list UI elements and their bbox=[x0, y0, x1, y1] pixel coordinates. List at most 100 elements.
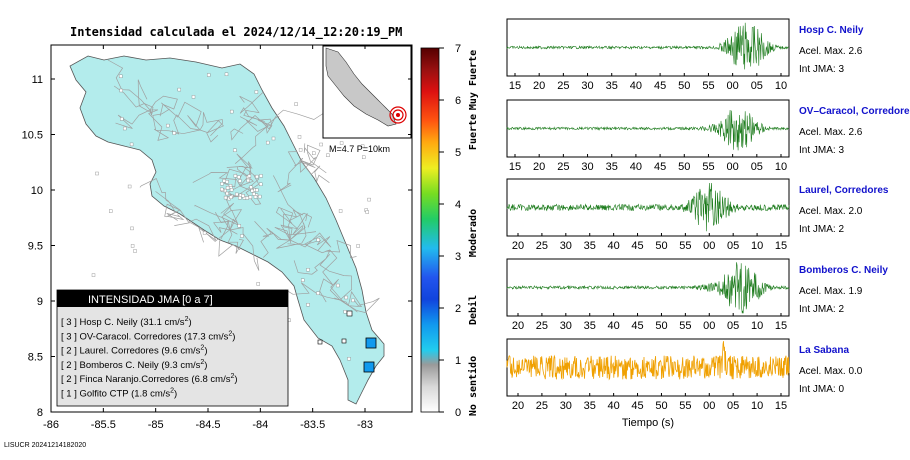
colorbar-gradient bbox=[420, 47, 440, 413]
road-segment bbox=[260, 227, 291, 258]
station-marker-naranjo[interactable] bbox=[317, 339, 323, 345]
waveform-trace bbox=[506, 182, 790, 232]
road-segment bbox=[115, 109, 151, 129]
seismic-station-dot bbox=[356, 244, 360, 248]
seismic-station-dot bbox=[122, 126, 127, 131]
trace-tick-label: 10 bbox=[751, 240, 763, 252]
inset-land bbox=[325, 47, 397, 127]
seismic-station-dot bbox=[225, 185, 230, 190]
legend-item-close: ) bbox=[188, 317, 191, 328]
trace-tick-label: 30 bbox=[560, 320, 572, 332]
map-y-tick-label: 9 bbox=[37, 296, 43, 308]
seismic-station-dot bbox=[250, 188, 255, 193]
trace-tick-label: 20 bbox=[533, 161, 545, 173]
road-segment bbox=[230, 115, 261, 141]
seismic-station-dot bbox=[255, 174, 259, 179]
road-segment bbox=[155, 191, 181, 218]
trace-tick-label: 30 bbox=[560, 400, 572, 412]
trace-acel-max: Acel. Max. 2.6 bbox=[799, 46, 863, 57]
seismic-station-dot bbox=[219, 187, 224, 192]
road-segment bbox=[304, 236, 331, 254]
trace-tick-label: 45 bbox=[631, 320, 643, 332]
trace-int-jma: Int JMA: 3 bbox=[799, 64, 844, 75]
road-segment bbox=[139, 178, 181, 211]
trace-tick-label: 35 bbox=[584, 320, 596, 332]
trace-tick-label: 15 bbox=[509, 161, 521, 173]
seismic-station-dot bbox=[249, 185, 253, 190]
colorbar-tick-label: 5 bbox=[455, 147, 461, 159]
trace-tick-label: 50 bbox=[678, 161, 690, 173]
seismic-station-dot bbox=[362, 155, 366, 159]
seismic-station-dot bbox=[172, 131, 177, 135]
road-segment bbox=[239, 116, 272, 132]
legend-item-level: [ 2 ] bbox=[61, 346, 79, 357]
seismic-station-dot bbox=[247, 174, 252, 178]
seismic-station-dot bbox=[108, 209, 113, 213]
map-y-tick-label: 10 bbox=[31, 185, 43, 197]
colorbar-tick-label: 4 bbox=[455, 199, 461, 211]
station-marker-laurel[interactable] bbox=[341, 338, 347, 344]
trace-tick-label: 25 bbox=[557, 161, 569, 173]
trace-tick-label: 00 bbox=[727, 80, 739, 92]
road-segment bbox=[220, 202, 239, 231]
road-segment bbox=[287, 232, 332, 248]
station-marker-corredores[interactable] bbox=[363, 361, 375, 373]
seismic-station-dot bbox=[253, 195, 258, 199]
seismic-station-dot bbox=[297, 135, 302, 139]
station-marker-neily[interactable] bbox=[365, 337, 377, 349]
seismic-station-dot bbox=[233, 148, 237, 153]
trace-acel-max: Acel. Max. 0.0 bbox=[799, 366, 863, 377]
trace-tick-label: 30 bbox=[560, 240, 572, 252]
legend-item-close: ) bbox=[204, 346, 207, 357]
seismic-station-dot bbox=[343, 310, 347, 314]
legend-item-value: (31.1 cm/s bbox=[140, 317, 185, 328]
legend-item-value: (17.3 cm/s bbox=[184, 331, 229, 342]
seismic-station-dot bbox=[339, 141, 344, 145]
legend-item-value: (6.8 cm/s bbox=[191, 374, 230, 385]
seismic-station-dot bbox=[319, 142, 323, 147]
road-segment bbox=[257, 115, 280, 134]
legend-item-sup: 2 bbox=[200, 345, 204, 352]
station-marker-golfito[interactable] bbox=[346, 310, 353, 317]
trace-tick-label: 45 bbox=[654, 161, 666, 173]
seismic-station-dot bbox=[259, 182, 263, 187]
legend-item-name: Bomberos C. Neily bbox=[79, 360, 161, 371]
road-segment bbox=[283, 209, 304, 241]
road-segment bbox=[161, 101, 202, 131]
map-x-tick-label: -84.5 bbox=[195, 419, 220, 431]
legend-item-close: ) bbox=[232, 331, 235, 342]
seismic-station-dot bbox=[127, 184, 132, 189]
road-segment bbox=[289, 213, 308, 241]
trace-tick-label: 40 bbox=[608, 240, 620, 252]
trace-tick-label: 50 bbox=[655, 400, 667, 412]
time-axis-label: Tiempo (s) bbox=[622, 417, 674, 429]
seismic-station-dot bbox=[202, 231, 207, 235]
road-segment bbox=[299, 144, 327, 174]
road-segment bbox=[299, 143, 317, 173]
road-segment bbox=[272, 175, 306, 241]
trace-tick-label: 05 bbox=[727, 240, 739, 252]
legend-item-sup: 2 bbox=[185, 316, 189, 323]
seismic-station-dot bbox=[129, 142, 134, 147]
road-segment bbox=[334, 291, 363, 307]
trace-tick-label: 55 bbox=[679, 400, 691, 412]
seismic-station-dot bbox=[238, 196, 242, 200]
seismic-station-dot bbox=[241, 193, 245, 198]
road-segment bbox=[259, 109, 329, 130]
colorbar-tick-label: 0 bbox=[455, 407, 461, 419]
trace-tick-label: 30 bbox=[581, 161, 593, 173]
road-segment bbox=[285, 282, 341, 301]
trace-tick-label: 50 bbox=[655, 320, 667, 332]
trace-station-name: Hosp C. Neily bbox=[799, 25, 864, 36]
trace-tick-label: 30 bbox=[581, 80, 593, 92]
trace-tick-label: 15 bbox=[775, 320, 787, 332]
seismic-station-dot bbox=[266, 140, 270, 145]
seismic-station-dot bbox=[224, 72, 229, 77]
seismic-station-dot bbox=[229, 187, 234, 192]
legend-item-close: ) bbox=[234, 374, 237, 385]
legend-item-level: [ 3 ] bbox=[61, 331, 79, 342]
trace-int-jma: Int JMA: 3 bbox=[799, 145, 844, 156]
road-segment bbox=[148, 109, 170, 141]
road-segment bbox=[274, 226, 317, 244]
seismic-station-dot bbox=[235, 192, 239, 197]
